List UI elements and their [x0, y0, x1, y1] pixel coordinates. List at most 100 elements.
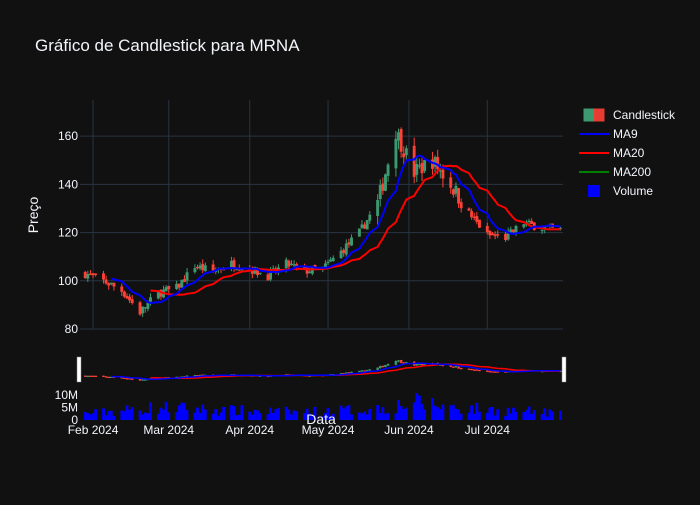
candle-body	[488, 230, 492, 236]
candle-body	[143, 307, 147, 309]
candle-body	[486, 370, 489, 372]
candle	[496, 230, 500, 238]
candle	[472, 212, 476, 221]
candle-body	[431, 159, 434, 169]
candle-body	[394, 361, 398, 365]
volume-bar	[240, 405, 244, 420]
candle	[88, 269, 92, 276]
candle	[104, 275, 108, 285]
candle-body	[454, 185, 458, 194]
volume-bar	[496, 409, 500, 420]
volume-bar	[219, 412, 223, 420]
volume-bar	[381, 407, 385, 420]
range-candle	[488, 371, 492, 373]
volume-bar	[540, 413, 544, 420]
candle-body	[258, 272, 262, 275]
volume-bar	[86, 413, 90, 420]
candle-body	[504, 233, 508, 241]
volume-bar	[478, 411, 481, 420]
candle-body	[104, 279, 108, 284]
range-candle	[102, 375, 105, 378]
candle-body	[102, 273, 105, 280]
x-tick-label: May 2024	[302, 423, 355, 437]
candle	[175, 280, 179, 290]
candle-body	[415, 363, 419, 366]
range-slider[interactable]	[76, 356, 567, 383]
range-handle-right[interactable]	[561, 356, 567, 383]
candle-body	[104, 376, 108, 378]
candle-body	[201, 263, 205, 271]
range-candle	[399, 359, 403, 364]
candle-body	[433, 157, 437, 167]
range-candle	[470, 368, 473, 371]
y-tick-label: 80	[65, 322, 79, 336]
candle-body	[83, 375, 87, 377]
candle-body	[196, 266, 199, 269]
volume-bar	[183, 403, 186, 420]
volume-bar	[433, 405, 437, 420]
volume-bar	[295, 411, 299, 420]
legend-item: MA200	[579, 165, 651, 179]
candle-body	[386, 164, 390, 176]
candle-body	[451, 189, 455, 195]
volume-bar	[193, 412, 197, 420]
volume-bar	[156, 413, 160, 420]
candle	[86, 270, 90, 282]
volume-bar	[287, 409, 291, 420]
candle-body	[454, 366, 458, 368]
volume-bar	[525, 410, 528, 420]
candle-body	[399, 129, 403, 152]
volume-bar	[214, 409, 218, 420]
volume-bar	[143, 412, 147, 420]
range-handle-left[interactable]	[76, 356, 82, 383]
volume-bar	[527, 406, 531, 420]
volume-bar	[274, 409, 278, 420]
legend-label: Candlestick	[613, 108, 676, 122]
candle	[475, 212, 479, 225]
candle-body	[342, 249, 346, 254]
volume-bar	[418, 395, 421, 420]
x-tick-label: Jul 2024	[465, 423, 511, 437]
legend-swatch	[588, 185, 600, 197]
candle	[138, 300, 142, 316]
candle	[402, 146, 406, 165]
candle-body	[91, 375, 95, 377]
candle	[357, 228, 361, 237]
candle-body	[86, 274, 90, 279]
candle-body	[292, 264, 296, 266]
volume-bar	[305, 408, 309, 420]
volume-bar	[310, 416, 314, 420]
candle-body	[177, 283, 181, 288]
range-candle	[141, 379, 144, 381]
volume-bar	[258, 413, 262, 420]
volume-bar	[431, 398, 434, 420]
candle-body	[203, 265, 207, 272]
candle-body	[438, 170, 442, 172]
volume-bar	[397, 399, 400, 420]
candle-body	[457, 366, 460, 369]
candle-body	[128, 378, 131, 380]
candle-body	[363, 224, 367, 229]
volume-bar	[266, 414, 270, 420]
volume-bar	[107, 411, 111, 420]
candle	[485, 222, 489, 235]
candle-body	[415, 163, 419, 175]
candle	[397, 128, 400, 150]
candle	[91, 273, 95, 279]
ma20-line	[150, 164, 561, 296]
candle	[143, 307, 147, 313]
legend: Candlestick MA9 MA20 MA200 Volume	[579, 108, 676, 198]
volume-bar	[532, 410, 536, 420]
range-candle	[104, 376, 108, 378]
candle	[109, 282, 113, 286]
candle-body	[125, 296, 129, 299]
range-candle	[491, 371, 494, 373]
candle-body	[331, 257, 335, 261]
candle-body	[511, 229, 515, 232]
candle-body	[287, 260, 291, 267]
volume-bar	[488, 407, 492, 420]
candle-body	[229, 260, 233, 269]
candle-body	[128, 296, 132, 301]
candle	[122, 290, 126, 299]
candle	[342, 248, 346, 257]
